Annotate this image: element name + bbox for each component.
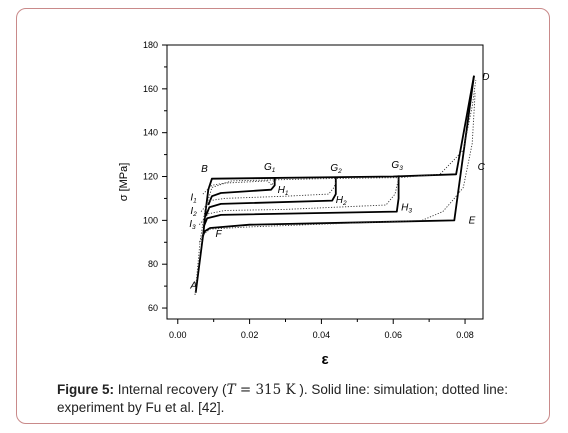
y-tick-label: 60 (148, 303, 158, 313)
point-label-H3: H3 (401, 202, 412, 214)
point-label-subscript: 2 (342, 200, 347, 207)
y-tick-label: 160 (143, 84, 158, 94)
point-label-G1: G1 (264, 162, 276, 174)
caption-label: Figure 5: (57, 382, 115, 397)
chart-area: 0.00 0.02 0.04 0.06 0.08 60 80 100 120 140 160 180 ε… (99, 33, 511, 373)
caption-math-variable: T (226, 382, 236, 398)
point-label-D: D (482, 72, 489, 83)
simulation-curve-4 (202, 175, 400, 228)
point-label-subscript: 3 (399, 165, 403, 172)
caption-text-before: Internal recovery ( (114, 382, 227, 397)
y-tick-label: 140 (143, 128, 158, 138)
point-label-I3: I3 (189, 219, 196, 231)
simulation-curve-3 (204, 176, 337, 217)
figure-caption: Figure 5: Internal recovery (T = 315 K )… (57, 381, 557, 417)
axes: 0.00 0.02 0.04 0.06 0.08 60 80 100 120 140 160 180 ε… (118, 40, 484, 368)
point-label-subscript: 1 (193, 198, 197, 205)
point-label-G3: G3 (391, 160, 403, 172)
point-label-subscript: 3 (408, 207, 412, 214)
y-axis-label: σ [MPa] (118, 163, 130, 202)
point-label-E: E (469, 216, 476, 227)
x-tick-label: 0.00 (169, 330, 187, 340)
series-lines (194, 75, 477, 295)
point-label-I2: I2 (190, 206, 197, 218)
experiment-curve-4 (198, 178, 400, 225)
experiment-curve-3 (200, 178, 338, 212)
point-label-subscript: 2 (337, 168, 342, 175)
x-tick-label: 0.06 (384, 330, 402, 340)
y-tick-label: 80 (148, 259, 158, 269)
point-label-subscript: 1 (272, 167, 276, 174)
point-label-subscript: 1 (285, 190, 289, 197)
x-tick-label: 0.04 (313, 330, 331, 340)
figure-card: 0.00 0.02 0.04 0.06 0.08 60 80 100 120 140 160 180 ε… (16, 8, 550, 424)
caption-math-value: = 315 K (235, 382, 296, 398)
simulation-curve-1 (194, 75, 475, 293)
experiment-curve-1 (194, 80, 477, 295)
stress-strain-chart: 0.00 0.02 0.04 0.06 0.08 60 80 100 120 140 160 180 ε… (118, 40, 490, 368)
simulation-curve-5 (201, 75, 475, 239)
point-label-A: A (189, 280, 197, 291)
experiment-curve-5 (198, 93, 476, 243)
point-label-B: B (201, 164, 208, 175)
caption-text-after: ). Solid line: simulation; dotted line: … (57, 382, 508, 415)
y-tick-label: 100 (143, 215, 158, 225)
point-label-I1: I1 (190, 193, 197, 205)
x-axis-label: ε (321, 351, 328, 368)
point-label-F: F (215, 229, 222, 240)
x-tick-label: 0.02 (241, 330, 259, 340)
experiment-curve-2 (202, 179, 276, 195)
y-tick-label: 180 (143, 40, 158, 50)
simulation-curve-2 (207, 177, 276, 206)
point-label-C: C (478, 162, 486, 173)
point-label-subscript: 2 (192, 211, 197, 218)
point-label-H2: H2 (336, 195, 347, 207)
point-label-G2: G2 (330, 163, 342, 175)
point-label-subscript: 3 (192, 224, 196, 231)
plot-frame (166, 44, 484, 320)
point-label-H1: H1 (278, 185, 289, 197)
x-tick-label: 0.08 (456, 330, 474, 340)
y-tick-label: 120 (143, 172, 158, 182)
